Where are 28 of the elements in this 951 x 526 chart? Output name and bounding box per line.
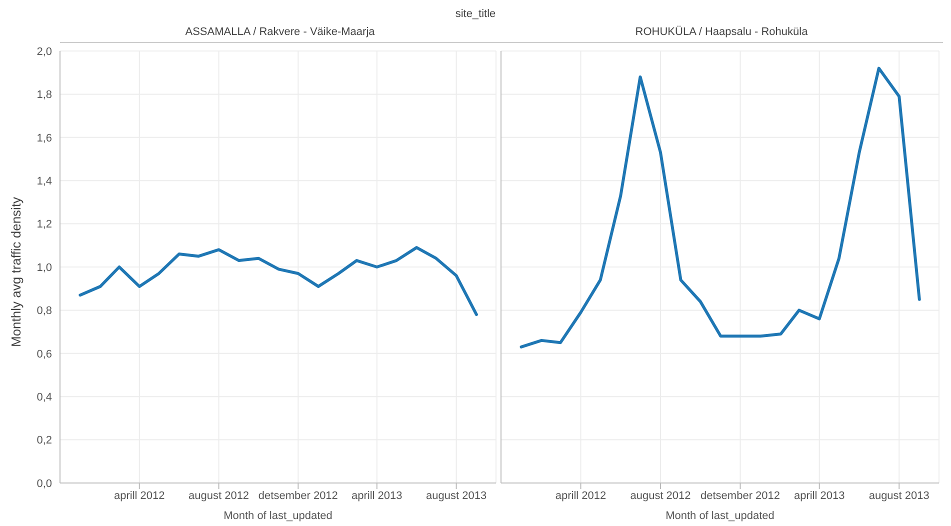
- x-tick-label: aprill 2013: [352, 490, 402, 502]
- x-tick-label: aprill 2013: [794, 490, 845, 502]
- y-tick-label: 1,2: [36, 218, 52, 231]
- y-tick-label: 0,4: [36, 392, 52, 404]
- text: site_title: [455, 8, 496, 20]
- y-tick-label: 1,6: [36, 132, 52, 144]
- y-tick-label: 0,0: [36, 478, 52, 490]
- y-tick-label: 1,4: [36, 176, 52, 188]
- y-tick-label: 0,2: [36, 434, 52, 447]
- x-tick-label: august 2012: [630, 490, 691, 502]
- x-tick-label: detsember 2012: [258, 490, 338, 502]
- x-axis-title: Month of last_updated: [224, 510, 332, 522]
- y-tick-label: 2,0: [36, 46, 52, 58]
- x-tick-label: august 2012: [188, 490, 250, 502]
- y-axis-title: Monthly avg traffic density: [8, 196, 24, 347]
- y-tick-label: 0,8: [36, 305, 52, 318]
- x-tick-label: august 2013: [426, 490, 487, 502]
- chart-title: ROHUKÜLA / Haapsalu - Rohuküla: [500, 22, 943, 43]
- x-axis-title: Month of last_updated: [666, 510, 774, 522]
- x-tick-label: aprill 2012: [114, 490, 165, 502]
- x-tick-label: aprill 2012: [555, 490, 606, 502]
- x-tick-label: august 2013: [868, 490, 930, 502]
- y-tick-label: 1,0: [36, 262, 52, 274]
- x-tick-label: detsember 2012: [700, 490, 780, 502]
- chart-title: ASSAMALLA / Rakvere - Väike-Maarja: [60, 22, 500, 43]
- y-tick-label: 0,6: [36, 348, 52, 360]
- line-series: [78, 246, 478, 316]
- y-tick-label: 1,8: [36, 89, 52, 102]
